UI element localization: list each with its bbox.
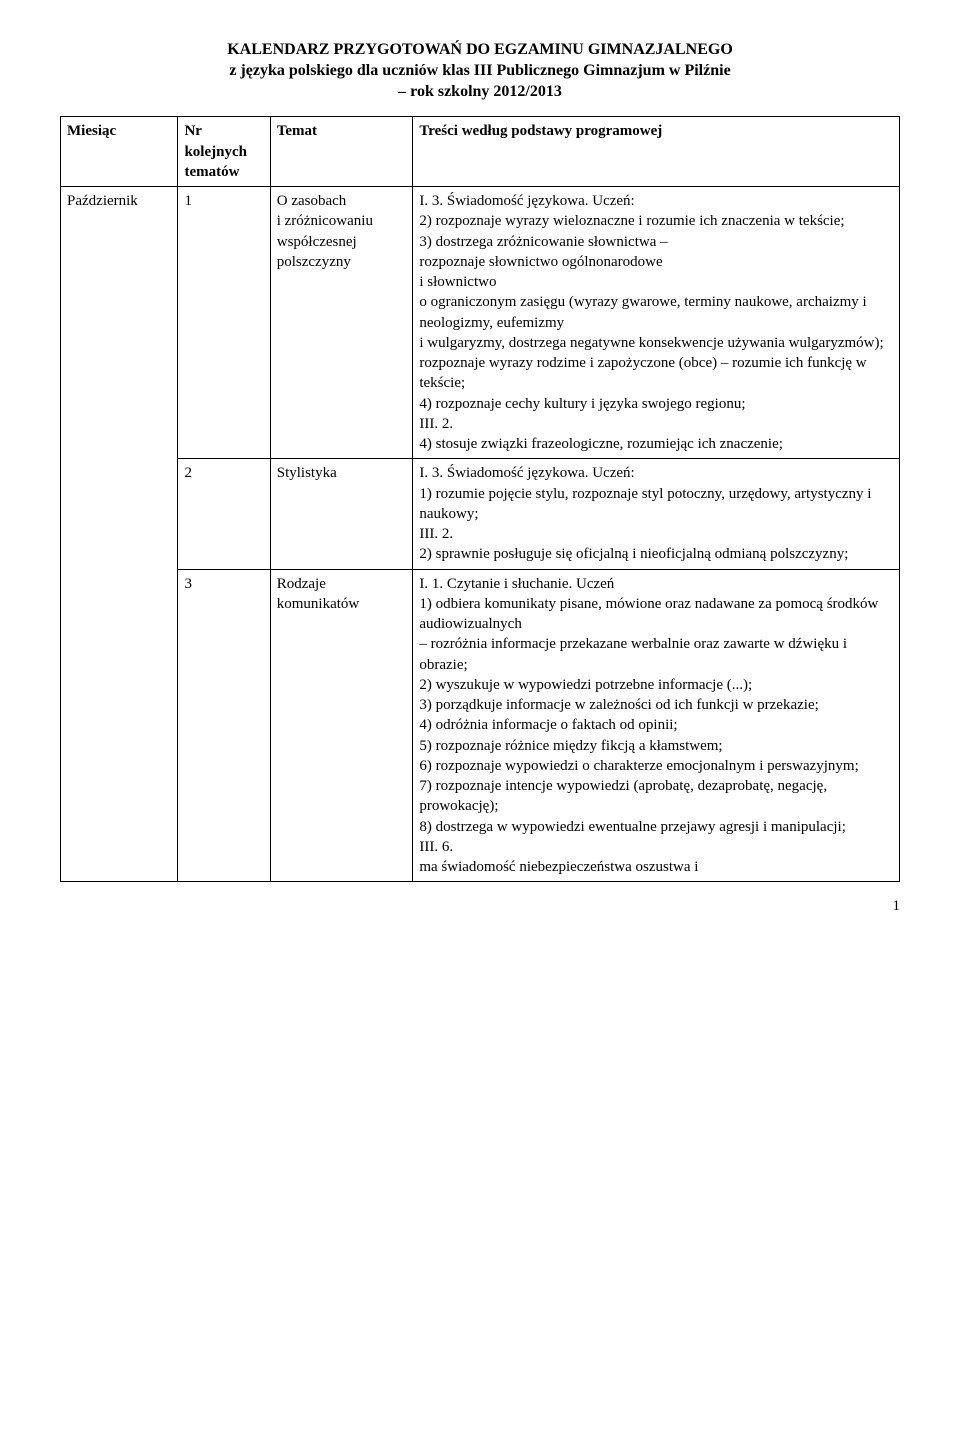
table-row: 3 Rodzaje komunikatów I. 1. Czytanie i s… <box>61 569 900 882</box>
cell-content: I. 3. Świadomość językowa. Uczeń: 2) roz… <box>413 187 900 459</box>
cell-topic: Stylistyka <box>270 459 413 569</box>
cell-nr: 3 <box>178 569 270 882</box>
header-nr: Nr kolejnych tematów <box>178 117 270 187</box>
schedule-table: Miesiąc Nr kolejnych tematów Temat Treśc… <box>60 116 900 882</box>
cell-content: I. 3. Świadomość językowa. Uczeń: 1) roz… <box>413 459 900 569</box>
header-content: Treści według podstawy programowej <box>413 117 900 187</box>
cell-nr: 2 <box>178 459 270 569</box>
table-header-row: Miesiąc Nr kolejnych tematów Temat Treśc… <box>61 117 900 187</box>
document-title: KALENDARZ PRZYGOTOWAŃ DO EGZAMINU GIMNAZ… <box>60 40 900 102</box>
cell-topic: Rodzaje komunikatów <box>270 569 413 882</box>
header-month: Miesiąc <box>61 117 178 187</box>
header-topic: Temat <box>270 117 413 187</box>
cell-content: I. 1. Czytanie i słuchanie. Uczeń 1) odb… <box>413 569 900 882</box>
cell-nr: 1 <box>178 187 270 459</box>
table-row: Październik 1 O zasobach i zróżnicowaniu… <box>61 187 900 459</box>
table-row: 2 Stylistyka I. 3. Świadomość językowa. … <box>61 459 900 569</box>
title-line-2: z języka polskiego dla uczniów klas III … <box>60 61 900 82</box>
cell-month: Październik <box>61 187 178 882</box>
page-number: 1 <box>60 898 900 915</box>
title-line-1: KALENDARZ PRZYGOTOWAŃ DO EGZAMINU GIMNAZ… <box>60 40 900 61</box>
title-line-3: – rok szkolny 2012/2013 <box>60 82 900 103</box>
cell-topic: O zasobach i zróżnicowaniu współczesnej … <box>270 187 413 459</box>
